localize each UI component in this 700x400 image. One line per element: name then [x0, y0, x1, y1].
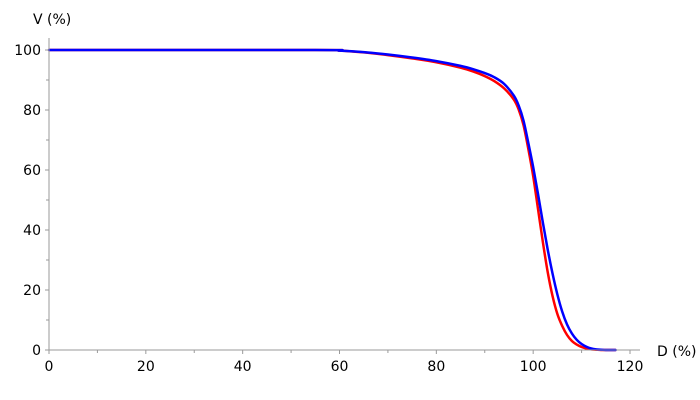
y-tick-label: 40 [23, 223, 41, 239]
x-tick-label: 20 [137, 359, 155, 375]
x-axis-title: D (%) [657, 344, 696, 360]
axes [48, 38, 640, 351]
y-tick-label: 60 [23, 163, 41, 179]
x-tick-label: 40 [234, 359, 252, 375]
y-tick-label: 100 [14, 43, 41, 59]
x-tick-label: 60 [331, 359, 349, 375]
y-tick-label: 20 [23, 283, 41, 299]
y-axis-title: V (%) [33, 12, 71, 28]
x-ticks: 0 20 40 60 80 100 120 [45, 350, 644, 375]
series-line-blue [47, 48, 617, 352]
x-tick-label: 100 [520, 359, 547, 375]
plot-area [47, 48, 617, 352]
series-line-red [47, 48, 617, 352]
y-ticks: 0 20 40 60 80 100 [14, 43, 49, 359]
x-tick-label: 80 [427, 359, 445, 375]
y-tick-label: 0 [32, 343, 41, 359]
y-tick-label: 80 [23, 103, 41, 119]
x-tick-label: 0 [45, 359, 54, 375]
x-tick-label: 120 [617, 359, 644, 375]
